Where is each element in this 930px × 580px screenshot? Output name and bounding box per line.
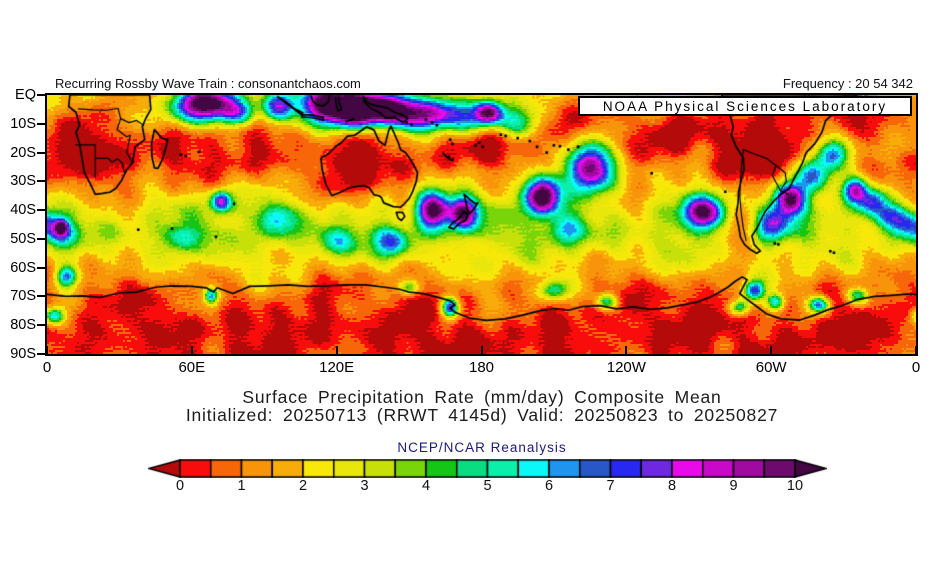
- lat-tick-mark: [37, 180, 46, 183]
- plot-subtitle: Initialized: 20250713 (RRWT 4145d) Valid…: [185, 405, 779, 425]
- lat-tick-mark: [37, 94, 46, 96]
- lat-tick-label: 50S: [10, 230, 36, 247]
- lon-tick-mark: [46, 346, 48, 354]
- lon-tick-mark: [480, 346, 483, 354]
- lat-tick-label: 90S: [10, 346, 36, 362]
- lat-tick-label: 20S: [10, 144, 36, 161]
- colorbar-tick-label: 1: [237, 478, 246, 494]
- lat-tick-mark: [37, 151, 46, 154]
- lon-tick-mark: [335, 346, 338, 354]
- lon-tick-label: 0: [911, 359, 921, 376]
- colorbar-tick-label: 10: [786, 478, 804, 494]
- lon-tick-mark: [190, 346, 193, 354]
- lat-tick-mark: [37, 295, 46, 298]
- lat-tick-mark: [37, 353, 46, 355]
- colorbar-tick-label: 8: [667, 478, 677, 494]
- coastlines-canvas: [47, 95, 916, 354]
- lat-tick-label: 10S: [10, 115, 36, 132]
- lat-tick-mark: [37, 209, 46, 212]
- lon-tick-label: 180: [468, 359, 495, 376]
- colorbar-tick-label: 3: [360, 478, 369, 494]
- noaa-psl-label: NOAA Physical Sciences Laboratory: [602, 98, 888, 114]
- plot-title: Surface Precipitation Rate (mm/day) Comp…: [242, 387, 722, 407]
- lon-tick-mark: [915, 346, 917, 354]
- lat-tick-label: 60S: [10, 259, 36, 276]
- colorbar-tick-label: 4: [421, 478, 431, 494]
- lon-tick-label: 0: [42, 359, 52, 376]
- lat-tick-label: 80S: [10, 317, 36, 334]
- lon-tick-mark: [770, 346, 773, 354]
- lat-tick-label: 30S: [10, 173, 36, 190]
- lat-tick-mark: [37, 237, 46, 240]
- map-frame: NOAA Physical Sciences Laboratory: [45, 93, 918, 356]
- colorbar-tick-label: 0: [175, 478, 185, 494]
- colorbar-tick-label: 7: [606, 478, 615, 494]
- lon-tick-label: 60W: [755, 359, 787, 376]
- plot-credit-label: Recurring Rossby Wave Train : consonantc…: [55, 76, 361, 91]
- lon-tick-label: 120W: [606, 359, 646, 376]
- lat-tick-mark: [37, 324, 46, 327]
- colorbar: [148, 459, 827, 478]
- lat-tick-label: 70S: [10, 288, 36, 305]
- frequency-label: Frequency : 20 54 342: [782, 76, 913, 91]
- colorbar-tick-label: 5: [483, 478, 492, 494]
- lat-tick-label: EQ: [15, 87, 36, 103]
- lat-tick-mark: [37, 266, 46, 269]
- colorbar-tick-label: 9: [729, 478, 738, 494]
- lat-tick-mark: [37, 122, 46, 125]
- lon-tick-mark: [625, 346, 628, 354]
- noaa-psl-box: NOAA Physical Sciences Laboratory: [578, 96, 912, 116]
- lat-tick-label: 40S: [10, 202, 36, 219]
- lon-tick-label: 60E: [178, 359, 206, 376]
- colorbar-tick-label: 2: [298, 478, 308, 494]
- colorbar-tick-label: 6: [544, 478, 554, 494]
- lon-tick-label: 120E: [319, 359, 355, 376]
- reanalysis-source-label: NCEP/NCAR Reanalysis: [397, 440, 567, 455]
